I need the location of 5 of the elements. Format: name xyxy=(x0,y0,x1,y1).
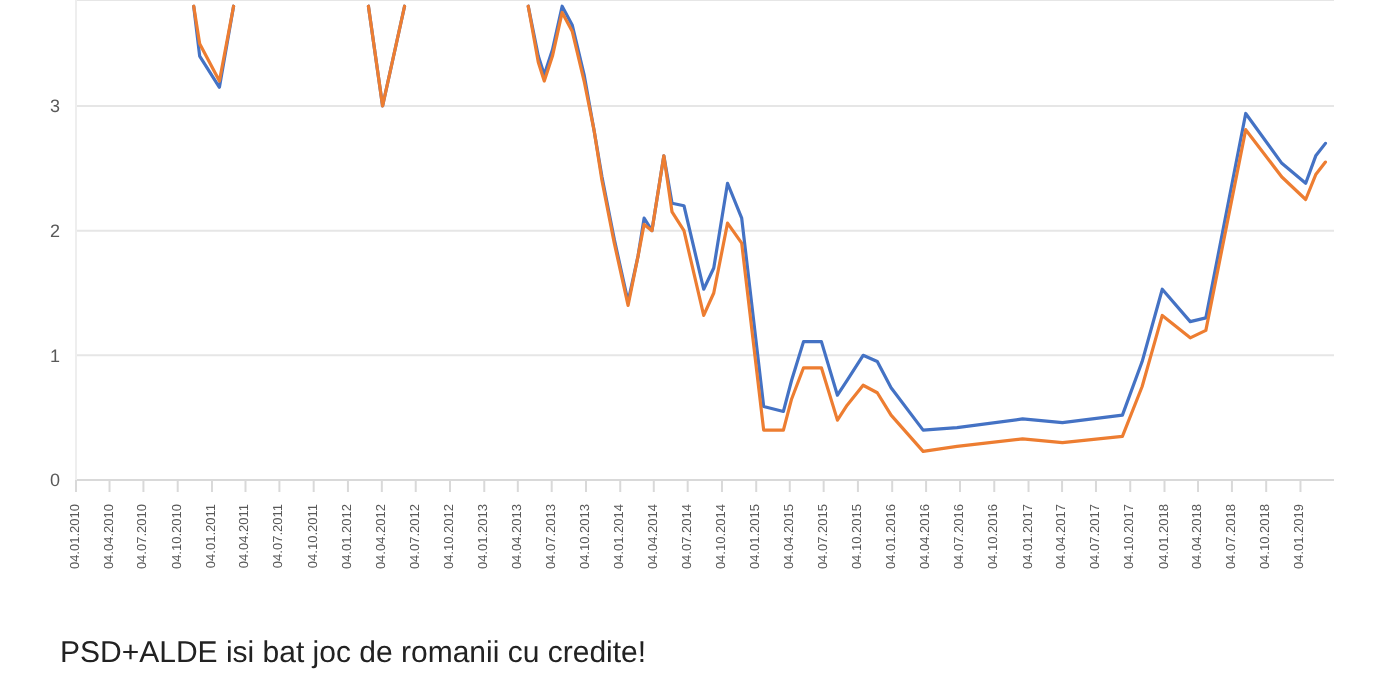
y-tick-label: 0 xyxy=(49,470,60,491)
text: PSD+ALDE isi bat joc de romanii cu credite! xyxy=(60,636,647,670)
y-tick-label: 1 xyxy=(49,345,60,366)
y-tick-label: 3 xyxy=(49,96,60,117)
y-tick-label: 2 xyxy=(49,221,60,242)
